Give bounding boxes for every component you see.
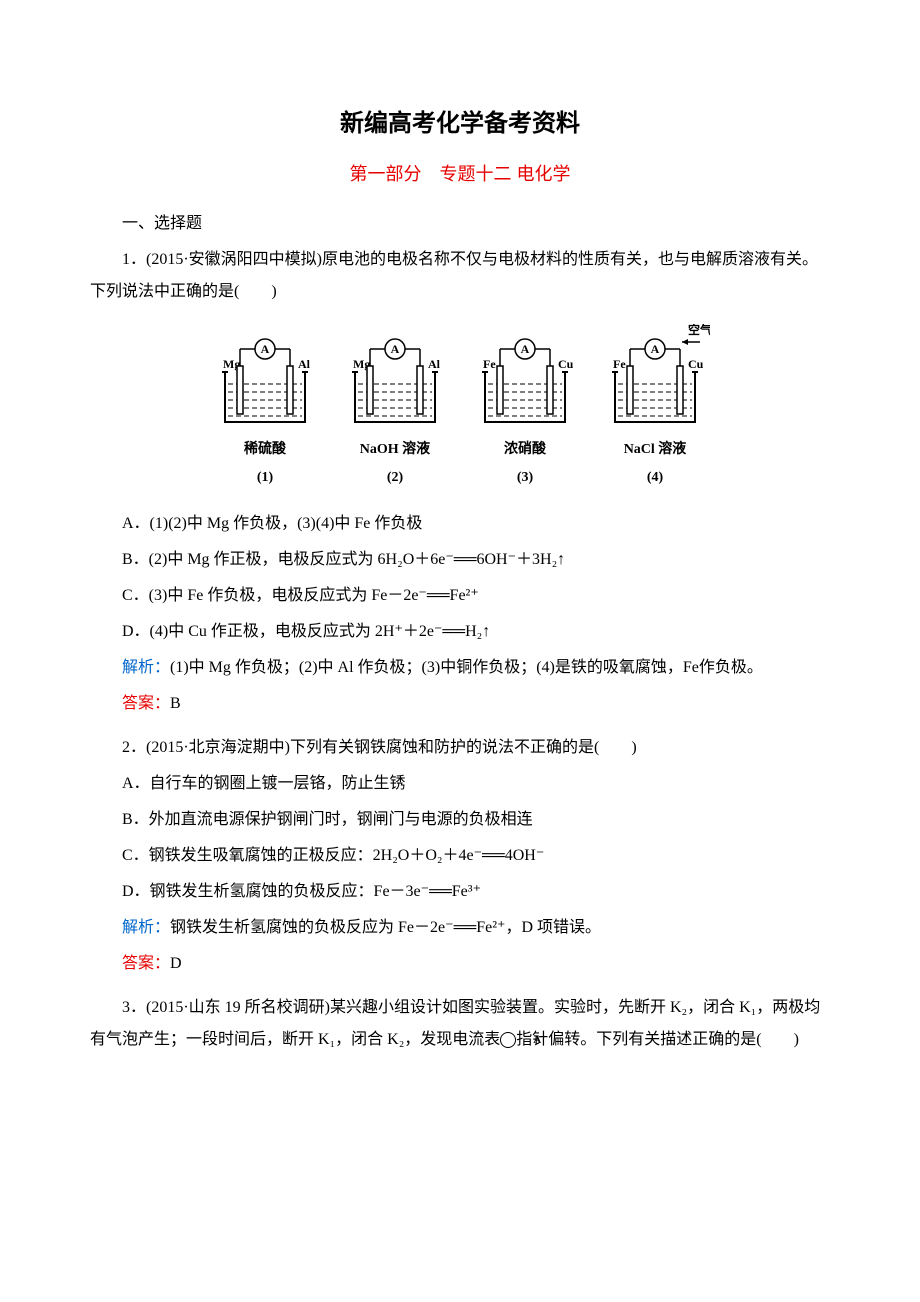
beaker-num-3: (3) [517,464,533,492]
q2-option-b: B．外加直流电源保护钢闸门时，钢闸门与电源的负极相连 [90,804,830,836]
q1-option-a: A．(1)(2)中 Mg 作负极，(3)(4)中 Fe 作负极 [90,508,830,540]
svg-text:A: A [391,342,400,356]
q2-analysis-text: 钢铁发生析氢腐蚀的负极反应为 Fe－2e⁻══Fe²⁺，D 项错误。 [170,919,601,936]
q1-analysis: 解析：(1)中 Mg 作负极；(2)中 Al 作负极；(3)中铜作负极；(4)是… [90,652,830,684]
svg-text:A: A [651,342,660,356]
q2-answer: 答案：D [90,948,830,980]
beaker-num-2: (2) [387,464,403,492]
beaker-2: A Mg Al NaOH 溶液(2) [340,324,450,492]
svg-text:A: A [521,342,530,356]
beaker-label-1: 稀硫酸 [244,436,286,464]
q1-figure: A Mg Al 稀硫酸(1) A Mg Al NaOH 溶液(2) [90,324,830,492]
q2-option-c: C．钢铁发生吸氧腐蚀的正极反应：2H₂O＋O₂＋4e⁻══4OH⁻ [90,840,830,872]
section-header: 一、选择题 [90,208,830,240]
beaker-label-4: NaCl 溶液 [624,436,687,464]
svg-text:空气: 空气 [688,324,710,337]
q2-answer-text: D [170,955,182,972]
svg-text:A: A [261,342,270,356]
beaker-svg-3: A Fe Cu [470,324,580,434]
q1-option-b: B．(2)中 Mg 作正极，电极反应式为 6H₂O＋6e⁻══6OH⁻＋3H₂↑ [90,544,830,576]
svg-text:Cu: Cu [558,357,574,371]
beaker-num-4: (4) [647,464,663,492]
q2-stem: 2．(2015·北京海淀期中)下列有关钢铁腐蚀和防护的说法不正确的是( ) [90,732,830,764]
beaker-1: A Mg Al 稀硫酸(1) [210,324,320,492]
q1-option-c: C．(3)中 Fe 作负极，电极反应式为 Fe－2e⁻══Fe²⁺ [90,580,830,612]
q3-stem-part2: 指针偏转。下列有关描述正确的是( ) [516,1031,799,1048]
q1-analysis-text: (1)中 Mg 作负极；(2)中 Al 作负极；(3)中铜作负极；(4)是铁的吸… [170,659,763,676]
ammeter-icon: A [500,1032,516,1048]
svg-text:Cu: Cu [688,357,704,371]
svg-text:Al: Al [298,357,311,371]
q1-answer-text: B [170,695,181,712]
analysis-label: 解析： [122,659,170,676]
beaker-3: A Fe Cu 浓硝酸(3) [470,324,580,492]
beaker-4: 空气 A Fe Cu NaCl 溶液(4) [600,324,710,492]
beaker-num-1: (1) [257,464,273,492]
svg-text:Al: Al [428,357,441,371]
q1-answer: 答案：B [90,688,830,720]
q2-option-a: A．自行车的钢圈上镀一层铬，防止生锈 [90,768,830,800]
beaker-label-3: 浓硝酸 [504,436,546,464]
q1-stem: 1．(2015·安徽涡阳四中模拟)原电池的电极名称不仅与电极材料的性质有关，也与… [90,244,830,308]
beaker-label-2: NaOH 溶液 [360,436,430,464]
answer-label: 答案： [122,955,170,972]
beaker-svg-1: A Mg Al [210,324,320,434]
document-subtitle: 第一部分 专题十二 电化学 [90,156,830,192]
q3-stem: 3．(2015·山东 19 所名校调研)某兴趣小组设计如图实验装置。实验时，先断… [90,992,830,1056]
svg-text:Fe: Fe [613,357,626,371]
q2-option-d: D．钢铁发生析氢腐蚀的负极反应：Fe－3e⁻══Fe³⁺ [90,876,830,908]
q2-analysis: 解析：钢铁发生析氢腐蚀的负极反应为 Fe－2e⁻══Fe²⁺，D 项错误。 [90,912,830,944]
beaker-svg-4: 空气 A Fe Cu [600,324,710,434]
q1-option-d: D．(4)中 Cu 作正极，电极反应式为 2H⁺＋2e⁻══H₂↑ [90,616,830,648]
document-title: 新编高考化学备考资料 [90,100,830,148]
beaker-svg-2: A Mg Al [340,324,450,434]
analysis-label: 解析： [122,919,170,936]
answer-label: 答案： [122,695,170,712]
svg-text:Fe: Fe [483,357,496,371]
